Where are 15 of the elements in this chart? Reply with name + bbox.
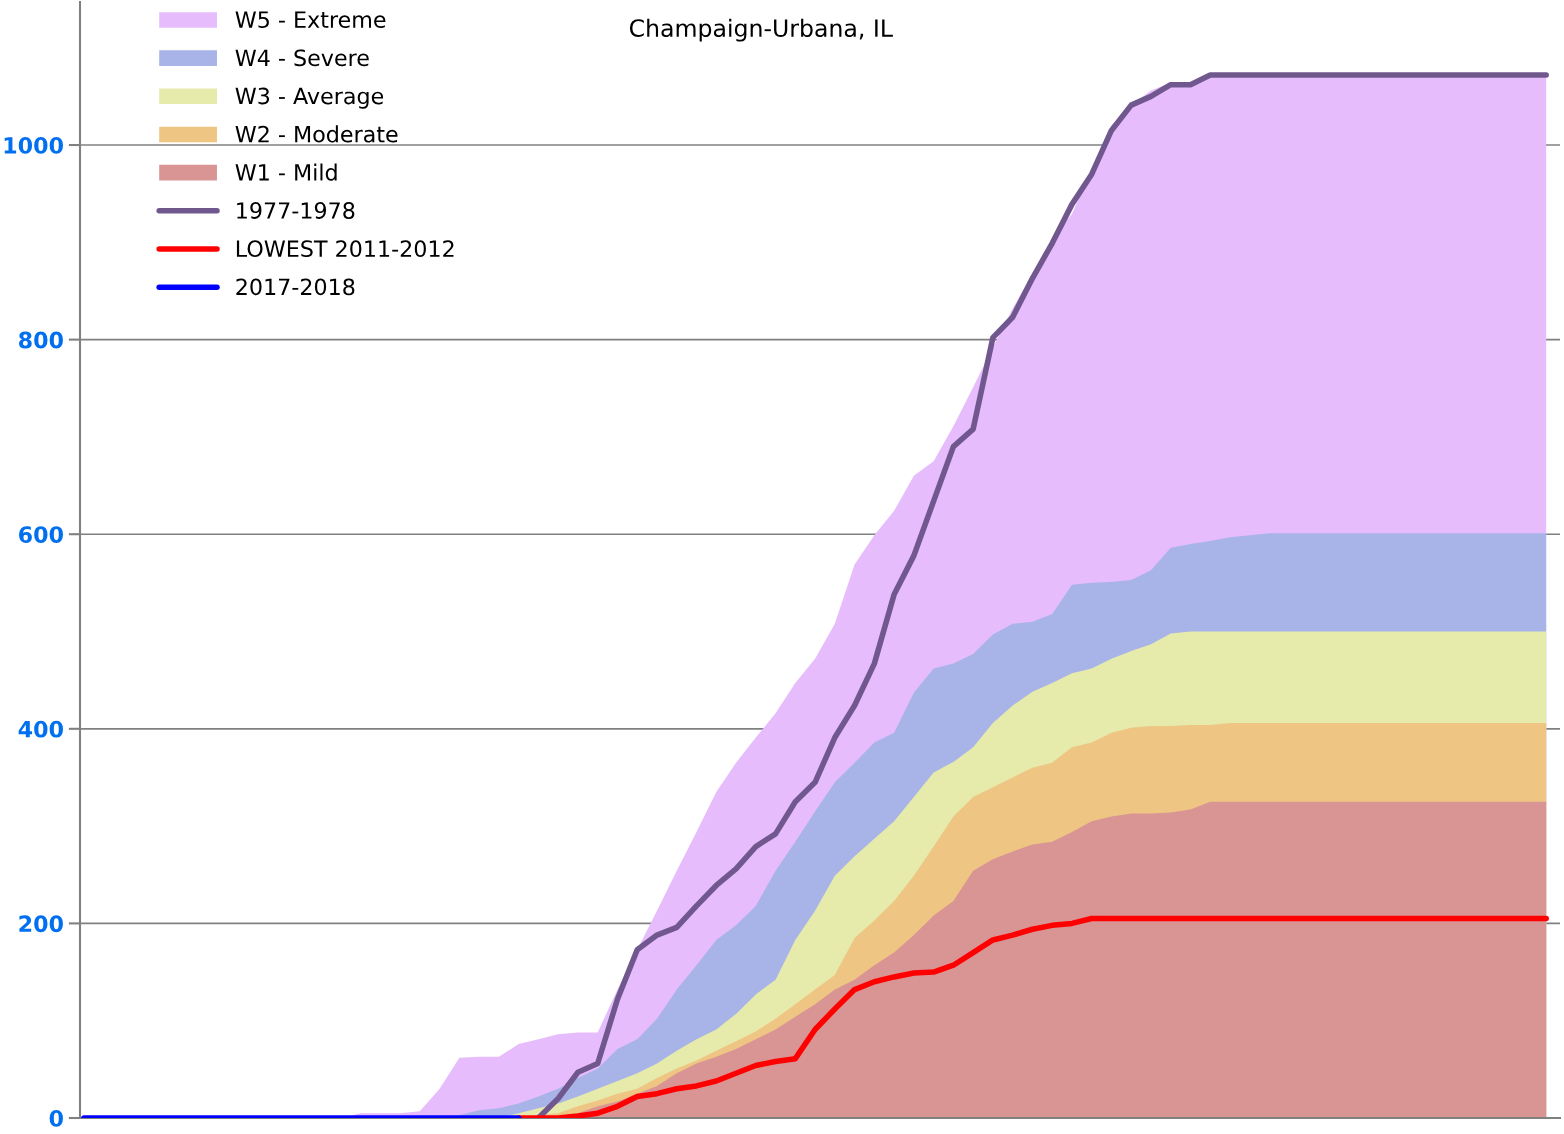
legend-label: W2 - Moderate <box>235 125 398 143</box>
legend-label: 2017-2018 <box>236 278 355 296</box>
y-tick-label: 400 <box>18 720 63 738</box>
y-tick-label: 800 <box>19 331 63 349</box>
y-tick-label: 0 <box>49 1109 63 1127</box>
legend-label: LOWEST 2011-2012 <box>236 240 454 258</box>
legend-label: W1 - Mild <box>235 163 337 181</box>
text: Champaign-Urbana, IL <box>629 18 893 42</box>
legend-label: 1977-1978 <box>237 202 355 219</box>
legend-label: W5 - Extreme <box>235 11 386 29</box>
y-tick-label: 200 <box>19 915 63 933</box>
legend-label: W3 - Average <box>235 87 384 109</box>
y-tick-label: 1000 <box>4 136 63 154</box>
legend-label: W4 - Severe <box>235 49 369 67</box>
y-tick-label: 600 <box>19 526 63 543</box>
